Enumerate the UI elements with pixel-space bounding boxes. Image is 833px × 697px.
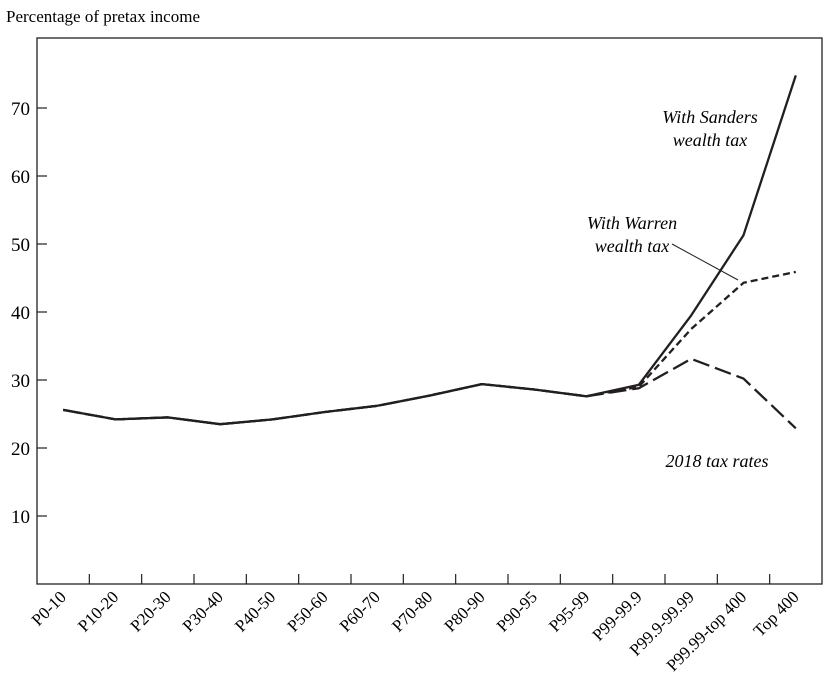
- x-axis: P0-10 P10-20 P20-30 P30-40 P40-50 P50-60 P60-7…: [28, 574, 803, 675]
- x-tick-label: P20-30: [126, 587, 174, 635]
- annotation-leader-line: [671, 243, 739, 281]
- x-tick-label: P95-99: [545, 587, 593, 635]
- y-tick-label: 70: [11, 99, 30, 120]
- series-annotation: 2018 tax rates: [666, 451, 769, 471]
- series-annotation: With Warren: [587, 213, 677, 233]
- x-tick-label: Top 400: [750, 587, 803, 640]
- x-tick-label: P60-70: [336, 587, 384, 635]
- y-tick-label: 60: [11, 167, 30, 188]
- x-tick-label: P80-90: [440, 587, 488, 635]
- plot-area-frame: [36, 37, 823, 585]
- series-line: [62, 270, 797, 426]
- annotations: With Sanders wealth tax With Warren wealth …: [587, 107, 769, 471]
- x-tick-label: P90-95: [493, 587, 541, 635]
- x-tick-label: P70-80: [388, 587, 436, 635]
- series-line: [62, 75, 797, 426]
- x-tick-label: P0-10: [28, 587, 70, 629]
- y-tick-label: 50: [11, 235, 30, 256]
- series-lines: [62, 75, 797, 430]
- x-tick-label: P40-50: [231, 587, 279, 635]
- y-tick-label: 30: [11, 371, 30, 392]
- x-tick-label: P10-20: [74, 587, 122, 635]
- series-annotation: wealth tax: [673, 130, 748, 150]
- y-tick-label: 20: [11, 439, 30, 460]
- y-axis: 10 20 30 40 50 60 70: [11, 99, 47, 528]
- x-tick-label: P30-40: [179, 587, 227, 635]
- y-tick-label: 40: [11, 303, 30, 324]
- x-tick-label: P50-60: [283, 587, 331, 635]
- y-axis-title: Percentage of pretax income: [6, 7, 200, 26]
- series-annotation: With Sanders: [662, 107, 758, 127]
- y-tick-label: 10: [11, 507, 30, 528]
- series-annotation: wealth tax: [595, 236, 670, 256]
